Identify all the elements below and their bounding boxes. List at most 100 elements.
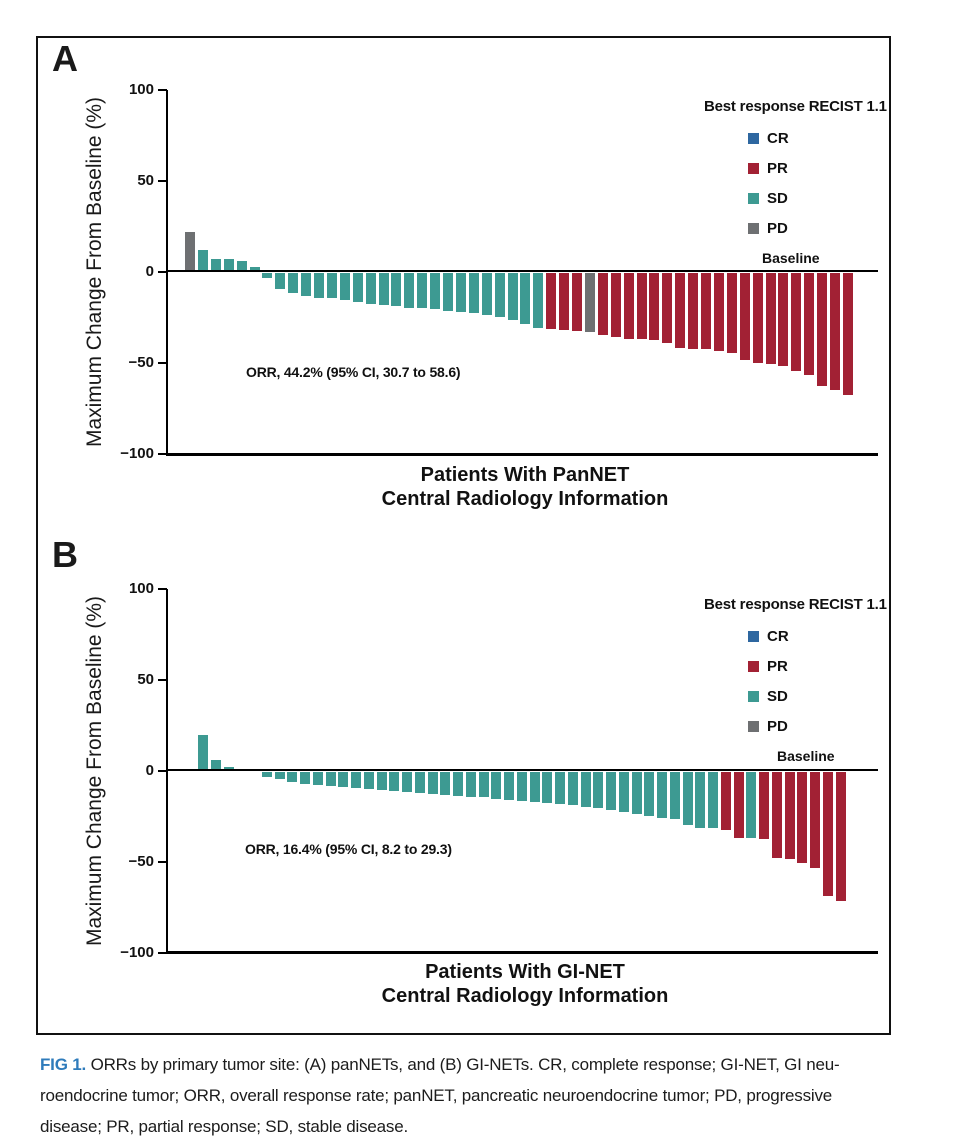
y-tick-label: −100: [120, 445, 154, 462]
waterfall-bar-pr: [791, 273, 802, 372]
waterfall-bar-sd: [404, 273, 415, 308]
legend-item-cr: CR: [748, 129, 879, 147]
waterfall-bar-sd: [430, 273, 441, 310]
y-tick-label: 100: [128, 81, 154, 98]
panel-a-x-axis-title: Patients With PanNET Central Radiology I…: [170, 463, 880, 511]
waterfall-bar-sd: [391, 273, 402, 306]
waterfall-bar-pr: [713, 273, 724, 352]
y-tick-label: −100: [120, 944, 154, 961]
caption-text: ORRs by primary tumor site: (A) panNETs,…: [90, 1055, 840, 1074]
panel-b-legend: Best response RECIST 1.1 CR PR SD PD: [704, 596, 887, 735]
legend-item-pd: PD: [748, 718, 879, 735]
legend-item-sd: SD: [748, 189, 879, 207]
panel-b-x-axis-title: Patients With GI-NET Central Radiology I…: [170, 960, 880, 1008]
x-title-line-2: Central Radiology Information: [381, 985, 669, 1007]
legend-items: CR PR SD PD: [704, 628, 879, 735]
waterfall-bar-sd: [455, 273, 466, 313]
waterfall-bar-sd: [210, 259, 221, 272]
waterfall-bar-pr: [636, 273, 647, 340]
waterfall-bar-pr: [720, 772, 731, 831]
legend-title: Best response RECIST 1.1: [704, 98, 887, 115]
waterfall-bar-sd: [504, 772, 514, 801]
waterfall-bar-sd: [695, 772, 706, 828]
waterfall-bar-sd: [389, 772, 400, 792]
waterfall-bar-pr: [649, 273, 660, 341]
waterfall-bar-sd: [542, 772, 553, 803]
y-tick-mark: [158, 770, 167, 772]
y-tick-mark: [158, 453, 167, 455]
waterfall-bar-sd: [288, 273, 299, 294]
legend-item-cr: CR: [748, 628, 879, 645]
panel-a-x-axis-line: [166, 453, 878, 456]
panel-a-orr-annotation: ORR, 44.2% (95% CI, 30.7 to 58.6): [246, 364, 461, 380]
waterfall-bar-pr: [771, 772, 782, 858]
waterfall-bar-pd: [185, 231, 195, 272]
waterfall-bar-pr: [572, 273, 582, 332]
waterfall-bar-sd: [262, 273, 273, 279]
waterfall-bar-sd: [593, 772, 604, 809]
figure-caption: FIG 1. ORRs by primary tumor site: (A) p…: [40, 1049, 942, 1142]
y-tick-mark: [158, 952, 167, 954]
waterfall-bar-sd: [365, 273, 376, 304]
waterfall-bar-pr: [804, 273, 815, 375]
waterfall-bar-sd: [507, 273, 518, 321]
y-tick-mark: [158, 180, 167, 182]
waterfall-bar-pr: [752, 273, 763, 364]
waterfall-bar-pr: [835, 772, 846, 902]
waterfall-bar-sd: [274, 772, 285, 780]
waterfall-bar-sd: [287, 772, 298, 782]
waterfall-bar-sd: [708, 772, 718, 828]
waterfall-bar-pr: [739, 273, 750, 361]
caption-line: disease; PR, partial response; SD, stabl…: [40, 1117, 408, 1136]
waterfall-bar-pr: [810, 772, 820, 869]
waterfall-bar-sd: [376, 772, 387, 791]
figure-number-label: FIG 1.: [40, 1055, 87, 1074]
waterfall-bar-sd: [481, 273, 492, 315]
waterfall-bar-sd: [440, 772, 451, 795]
waterfall-bar-pr: [817, 273, 828, 386]
y-tick-label: −50: [128, 853, 154, 870]
waterfall-bar-pr: [733, 772, 744, 838]
waterfall-bar-sd: [580, 772, 591, 807]
waterfall-bar-sd: [249, 267, 260, 272]
waterfall-bar-pr: [778, 273, 789, 366]
waterfall-bar-pr: [701, 273, 711, 350]
legend-item-sd: SD: [748, 688, 879, 705]
y-tick-mark: [158, 271, 167, 273]
y-tick-mark: [158, 362, 167, 364]
legend-items: CR PR SD PD: [704, 129, 879, 237]
y-tick-mark: [158, 89, 167, 91]
legend-label: SD: [767, 189, 788, 207]
waterfall-bar-sd: [491, 772, 502, 800]
figure-frame: [36, 36, 891, 1035]
waterfall-bar-pd: [584, 273, 595, 333]
waterfall-bar-sd: [465, 772, 476, 797]
panel-b-baseline-label: Baseline: [777, 748, 835, 764]
waterfall-bar-sd: [427, 772, 438, 794]
y-tick-label: 0: [145, 263, 154, 280]
legend-title: Best response RECIST 1.1: [704, 596, 887, 613]
waterfall-bar-pr: [546, 273, 557, 330]
waterfall-bar-sd: [468, 273, 479, 314]
legend-label: PR: [767, 159, 788, 177]
waterfall-bar-sd: [555, 772, 565, 804]
waterfall-bar-sd: [351, 772, 361, 789]
waterfall-bar-sd: [529, 772, 540, 803]
y-tick-mark: [158, 861, 167, 863]
x-title-line-2: Central Radiology Information: [381, 488, 669, 510]
waterfall-bar-sd: [494, 273, 505, 317]
panel-b-label: B: [52, 534, 78, 575]
waterfall-bar-sd: [198, 734, 208, 771]
y-tick-label: 0: [145, 762, 154, 779]
waterfall-bar-sd: [326, 273, 337, 299]
waterfall-bar-sd: [443, 273, 453, 312]
legend-label: CR: [767, 129, 789, 147]
legend-swatch-sd: [748, 690, 759, 702]
waterfall-bar-sd: [478, 772, 489, 798]
waterfall-bar-sd: [300, 772, 310, 784]
waterfall-bar-sd: [402, 772, 412, 793]
waterfall-bar-sd: [682, 772, 693, 825]
waterfall-bar-sd: [516, 772, 527, 802]
waterfall-bar-pr: [822, 772, 833, 896]
x-title-line-1: Patients With GI-NET: [425, 961, 625, 983]
